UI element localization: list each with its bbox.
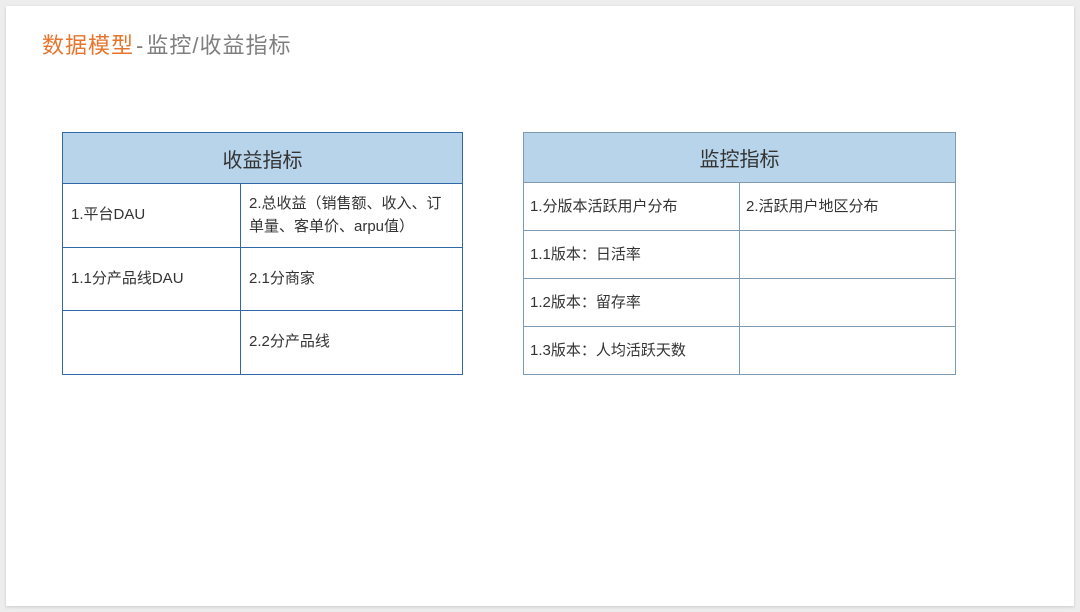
cell: 1.1分产品线DAU [63, 247, 241, 311]
tables-container: 收益指标 1.平台DAU 2.总收益（销售额、收入、订单量、客单价、arpu值）… [42, 132, 1038, 375]
cell [740, 279, 956, 327]
title-muted: 监控/收益指标 [146, 33, 291, 58]
cell: 1.平台DAU [63, 184, 241, 248]
title-accent: 数据模型 [42, 33, 134, 58]
cell [740, 327, 956, 375]
table-row: 1.分版本活跃用户分布 2.活跃用户地区分布 [524, 183, 956, 231]
cell: 2.1分商家 [241, 247, 463, 311]
table-row: 2.2分产品线 [63, 311, 463, 375]
table-row: 1.3版本：人均活跃天数 [524, 327, 956, 375]
cell: 1.2版本：留存率 [524, 279, 740, 327]
slide: 数据模型-监控/收益指标 收益指标 1.平台DAU 2.总收益（销售额、收入、订… [6, 6, 1074, 606]
revenue-metrics-table: 收益指标 1.平台DAU 2.总收益（销售额、收入、订单量、客单价、arpu值）… [62, 132, 463, 375]
cell [740, 231, 956, 279]
table-header-row: 监控指标 [524, 133, 956, 183]
title-separator: - [136, 33, 144, 58]
table-row: 1.平台DAU 2.总收益（销售额、收入、订单量、客单价、arpu值） [63, 184, 463, 248]
table-row: 1.2版本：留存率 [524, 279, 956, 327]
table-row: 1.1版本：日活率 [524, 231, 956, 279]
cell: 2.活跃用户地区分布 [740, 183, 956, 231]
table-header-row: 收益指标 [63, 133, 463, 184]
cell: 1.1版本：日活率 [524, 231, 740, 279]
revenue-table-header: 收益指标 [63, 133, 463, 184]
cell: 1.分版本活跃用户分布 [524, 183, 740, 231]
table-row: 1.1分产品线DAU 2.1分商家 [63, 247, 463, 311]
cell [63, 311, 241, 375]
cell: 1.3版本：人均活跃天数 [524, 327, 740, 375]
cell: 2.2分产品线 [241, 311, 463, 375]
page-title: 数据模型-监控/收益指标 [42, 28, 1038, 60]
monitor-metrics-table: 监控指标 1.分版本活跃用户分布 2.活跃用户地区分布 1.1版本：日活率 1.… [523, 132, 956, 375]
monitor-table-header: 监控指标 [524, 133, 956, 183]
cell: 2.总收益（销售额、收入、订单量、客单价、arpu值） [241, 184, 463, 248]
